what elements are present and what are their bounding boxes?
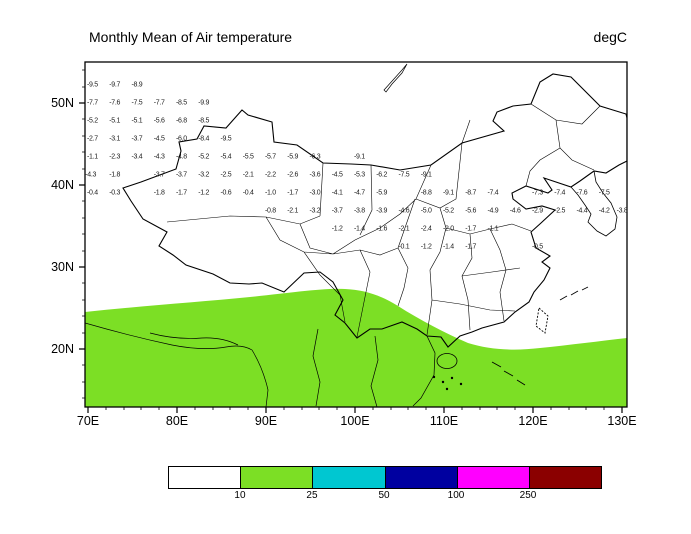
colorbar-segment — [384, 467, 457, 488]
colorbar-tick-label: 25 — [306, 490, 318, 501]
hainan-outline — [436, 353, 458, 369]
colorbar-tick-label: 100 — [447, 490, 465, 501]
islands — [432, 286, 589, 391]
korea-outline — [570, 170, 618, 237]
colorbar-segment — [312, 467, 385, 488]
lon-tick-label: 120E — [518, 414, 548, 428]
lat-tick-label: 50N — [51, 96, 74, 110]
colorbar-segment — [169, 467, 241, 488]
lat-tick-label: 30N — [51, 260, 74, 274]
lon-tick-label: 80E — [165, 414, 189, 428]
colorbar-tick-label: 250 — [519, 490, 537, 501]
colorbar-segment — [528, 467, 602, 488]
colorbar-tick-label: 50 — [378, 490, 390, 501]
lon-tick-label: 100E — [340, 414, 370, 428]
lon-tick-label: 130E — [607, 414, 637, 428]
lat-tick-label: 20N — [51, 342, 74, 356]
lon-tick-label: 90E — [254, 414, 278, 428]
colorbar — [168, 466, 602, 489]
colorbar-segment — [456, 467, 529, 488]
taiwan-outline — [535, 307, 549, 334]
colorbar-segment — [240, 467, 313, 488]
filled-contour-region — [85, 288, 627, 407]
colorbar-tick-label: 10 — [234, 490, 246, 501]
lat-tick-label: 40N — [51, 178, 74, 192]
colorbar-labels: 10 25 50 100 250 — [168, 490, 600, 504]
plot-title: Monthly Mean of Air temperature — [89, 29, 293, 45]
lon-tick-label: 110E — [429, 414, 459, 428]
province-boundaries — [166, 103, 601, 338]
lake-baikal-outline — [383, 63, 408, 93]
plot-frame — [84, 61, 628, 408]
lon-tick-label: 70E — [76, 414, 100, 428]
units-label: degC — [593, 29, 627, 45]
coastlines — [85, 322, 436, 407]
china-outline — [122, 73, 627, 348]
tick-marks — [79, 69, 623, 413]
